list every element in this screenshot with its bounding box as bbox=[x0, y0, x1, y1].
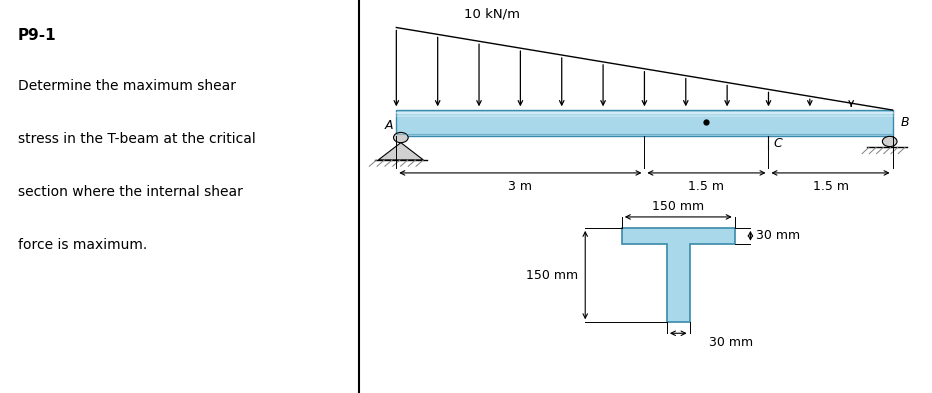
Text: 30 mm: 30 mm bbox=[756, 229, 801, 242]
Text: stress in the T-beam at the critical: stress in the T-beam at the critical bbox=[18, 132, 255, 146]
Text: A: A bbox=[385, 119, 393, 132]
Text: Determine the maximum shear: Determine the maximum shear bbox=[18, 79, 236, 93]
Text: P9-1: P9-1 bbox=[18, 28, 57, 42]
Circle shape bbox=[393, 132, 408, 143]
Text: 1.5 m: 1.5 m bbox=[689, 180, 724, 193]
Bar bbox=[396, 110, 893, 136]
Text: 30 mm: 30 mm bbox=[709, 336, 753, 349]
Text: 150 mm: 150 mm bbox=[652, 200, 705, 213]
Polygon shape bbox=[378, 143, 423, 160]
Circle shape bbox=[883, 136, 897, 147]
Text: B: B bbox=[901, 116, 910, 129]
Polygon shape bbox=[622, 228, 734, 322]
Text: 3 m: 3 m bbox=[508, 180, 532, 193]
Text: 1.5 m: 1.5 m bbox=[813, 180, 848, 193]
Text: C: C bbox=[773, 137, 782, 150]
Text: 150 mm: 150 mm bbox=[527, 268, 579, 282]
Text: force is maximum.: force is maximum. bbox=[18, 238, 147, 252]
Text: section where the internal shear: section where the internal shear bbox=[18, 185, 243, 199]
Text: 10 kN/m: 10 kN/m bbox=[464, 7, 520, 20]
